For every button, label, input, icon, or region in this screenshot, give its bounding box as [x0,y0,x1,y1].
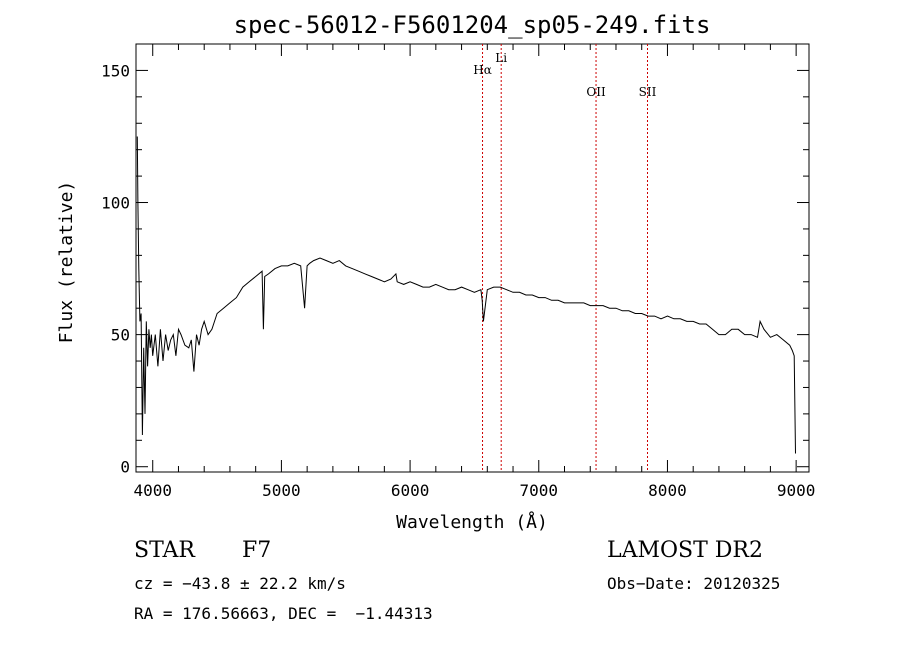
x-axis: 4000 5000 6000 7000 8000 9000 [133,44,815,500]
redshift-velocity: cz = −43.8 ± 22.2 km/s [134,574,346,593]
observation-date: Obs−Date: 20120325 [607,574,781,593]
object-subclass: F7 [242,538,272,563]
x-tick-label: 9000 [777,481,816,500]
y-tick-label: 150 [101,61,130,80]
chart-title: spec-56012-F5601204_sp05-249.fits [234,11,711,39]
x-tick-label: 8000 [648,481,687,500]
y-tick-label: 0 [120,458,130,477]
spectral-line-label: Li [495,51,507,65]
coordinates: RA = 176.56663, DEC = −1.44313 [134,604,433,623]
x-axis-label: Wavelength (Å) [396,511,548,533]
x-tick-label: 7000 [520,481,559,500]
x-tick-label: 4000 [133,481,172,500]
x-tick-label: 5000 [262,481,301,500]
plot-frame [135,43,810,473]
spectral-line-label: OII [586,85,606,99]
spectrum-line [136,136,796,454]
y-tick-label: 50 [111,326,130,345]
object-class: STAR [134,538,195,563]
x-tick-label: 6000 [391,481,430,500]
y-axis: 0 50 100 150 [101,61,809,477]
survey-label: LAMOST DR2 [607,538,763,563]
spectral-line-label: Hα [473,63,492,77]
spectral-line-label: SII [639,85,657,99]
y-tick-label: 100 [101,194,130,213]
y-axis-label: Flux (relative) [56,181,77,344]
